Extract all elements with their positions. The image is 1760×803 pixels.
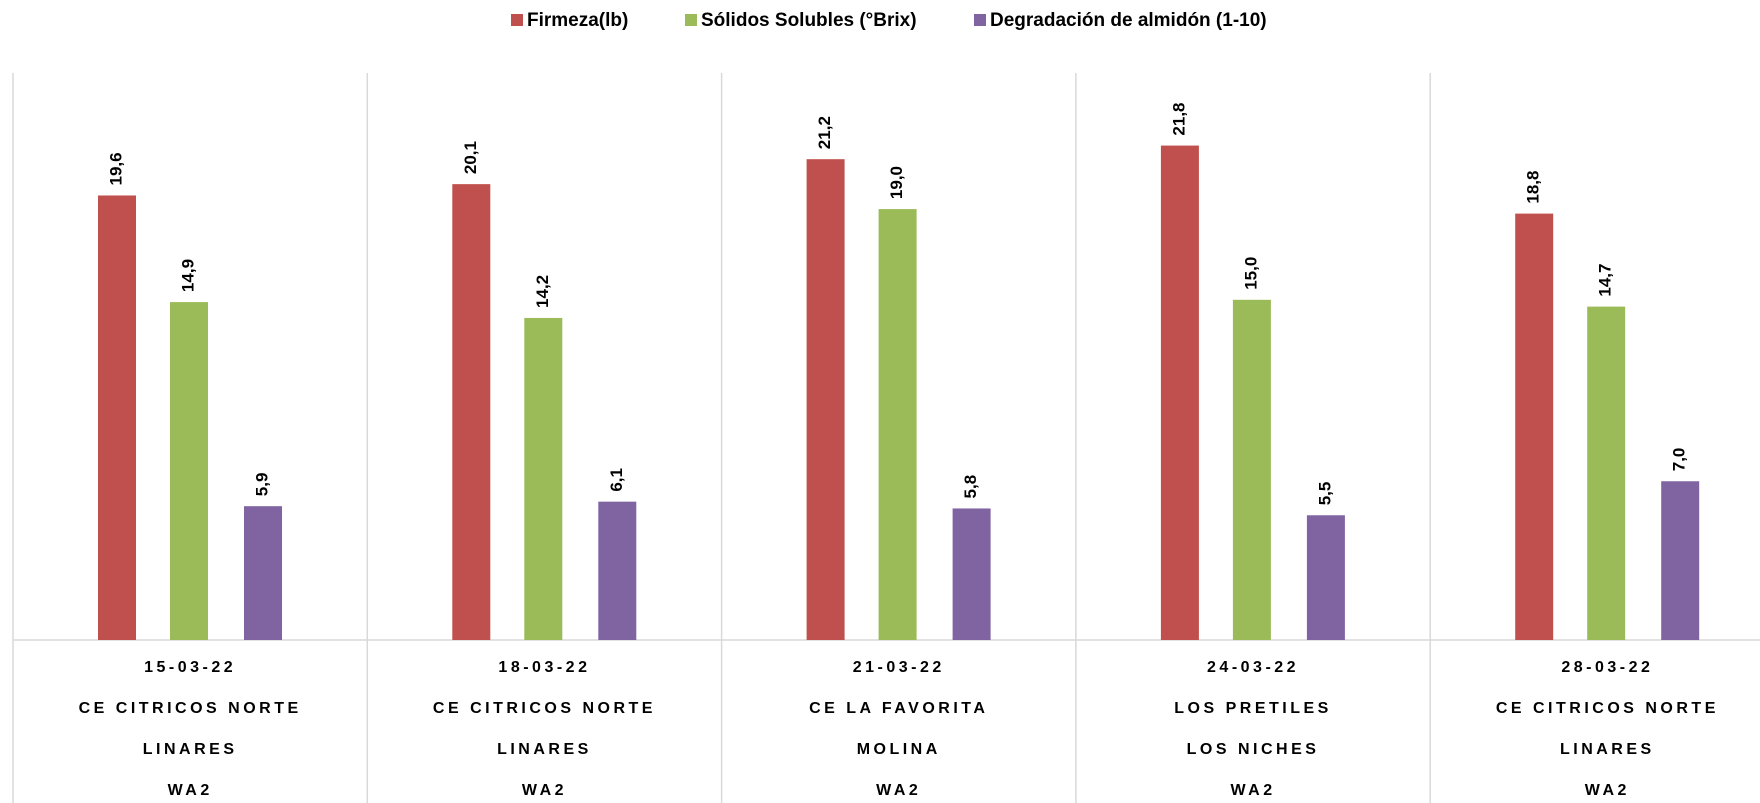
x-tick-label: LOS PRETILES	[1174, 700, 1332, 717]
bar	[1306, 515, 1345, 640]
value-label: 21,2	[815, 116, 834, 149]
bar	[98, 195, 136, 641]
bar	[806, 159, 845, 640]
bar	[1160, 145, 1199, 641]
x-tick-label: MOLINA	[857, 741, 941, 758]
bar	[878, 209, 917, 640]
x-tick-label: WA2	[1585, 782, 1630, 799]
bar	[452, 184, 491, 640]
x-tick-label: WA2	[168, 782, 213, 799]
x-tick-label: CE CITRICOS NORTE	[1496, 700, 1719, 717]
x-tick-label: CE LA FAVORITA	[809, 700, 988, 717]
legend-label: Sólidos Solubles (°Brix)	[701, 10, 917, 31]
x-tick-label: 24-03-22	[1207, 659, 1299, 676]
value-label: 14,2	[533, 275, 552, 308]
x-tick-label: LOS NICHES	[1187, 741, 1320, 758]
value-label: 6,1	[607, 468, 626, 492]
x-tick-label: WA2	[522, 782, 567, 799]
legend-swatch	[974, 14, 986, 26]
bar	[1232, 299, 1271, 640]
x-tick-label: LINARES	[1560, 741, 1655, 758]
value-label: 14,7	[1596, 264, 1615, 297]
x-tick-label: 21-03-22	[853, 659, 945, 676]
x-tick-label: 15-03-22	[144, 659, 236, 676]
bar	[1661, 481, 1700, 640]
value-label: 21,8	[1169, 102, 1188, 135]
x-tick-label: 28-03-22	[1561, 659, 1653, 676]
legend-swatch	[511, 14, 523, 26]
bar	[244, 506, 282, 640]
value-label: 14,9	[178, 259, 197, 292]
legend-label: Degradación de almidón (1-10)	[990, 10, 1267, 31]
x-tick-label: WA2	[1230, 782, 1275, 799]
legend-label: Firmeza(lb)	[527, 10, 628, 31]
value-label: 5,8	[961, 475, 980, 499]
value-label: 19,0	[887, 166, 906, 199]
x-tick-label: CE CITRICOS NORTE	[433, 700, 656, 717]
bar	[952, 508, 991, 640]
x-tick-label: WA2	[876, 782, 921, 799]
bar	[1587, 306, 1626, 640]
bar	[170, 302, 208, 640]
x-tick-label: LINARES	[497, 741, 592, 758]
value-label: 15,0	[1241, 257, 1260, 290]
x-tick-label: CE CITRICOS NORTE	[79, 700, 302, 717]
value-label: 5,9	[252, 473, 271, 497]
value-label: 7,0	[1670, 448, 1689, 472]
bar	[1515, 213, 1554, 640]
legend-swatch	[685, 14, 697, 26]
value-label: 19,6	[106, 152, 125, 185]
bar	[524, 317, 563, 640]
bar	[598, 501, 637, 640]
value-label: 18,8	[1524, 171, 1543, 204]
x-tick-label: 18-03-22	[498, 659, 590, 676]
value-label: 20,1	[461, 141, 480, 174]
x-tick-label: LINARES	[143, 741, 238, 758]
value-label: 5,5	[1315, 482, 1334, 506]
